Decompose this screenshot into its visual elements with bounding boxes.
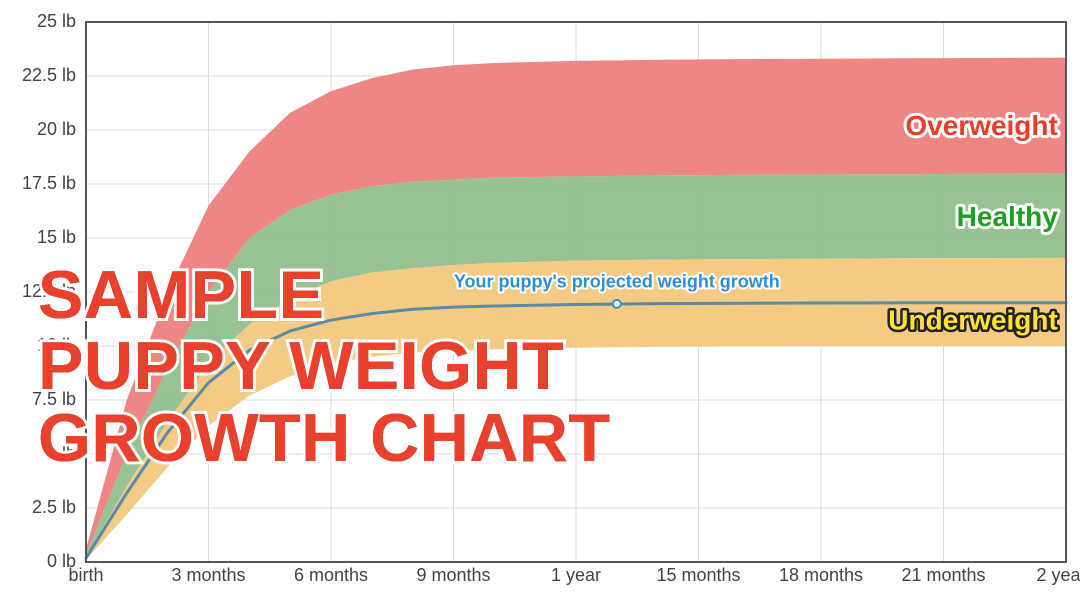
band-label-healthy: Healthy	[957, 201, 1059, 232]
y-tick-label: 25 lb	[37, 11, 76, 31]
x-tick-label: 9 months	[416, 565, 490, 585]
x-tick-label: 15 months	[656, 565, 740, 585]
y-tick-label: 2.5 lb	[32, 497, 76, 517]
projected-marker	[613, 300, 621, 308]
x-tick-label: 1 year	[551, 565, 601, 585]
x-tick-label: 18 months	[779, 565, 863, 585]
y-tick-label: 22.5 lb	[22, 65, 76, 85]
y-tick-label: 20 lb	[37, 119, 76, 139]
x-tick-label: 3 months	[171, 565, 245, 585]
band-label-overweight: Overweight	[905, 110, 1057, 141]
x-tick-label: 21 months	[901, 565, 985, 585]
x-tick-label: 6 months	[294, 565, 368, 585]
x-tick-label: birth	[68, 565, 103, 585]
x-tick-label: 2 years	[1036, 565, 1080, 585]
y-tick-label: 17.5 lb	[22, 173, 76, 193]
puppy-weight-chart: Your puppy's projected weight growthOver…	[0, 0, 1080, 612]
watermark-text: SAMPLEPUPPY WEIGHTGROWTH CHART	[38, 260, 611, 474]
band-label-underweight: Underweight	[888, 305, 1058, 336]
y-tick-label: 15 lb	[37, 227, 76, 247]
